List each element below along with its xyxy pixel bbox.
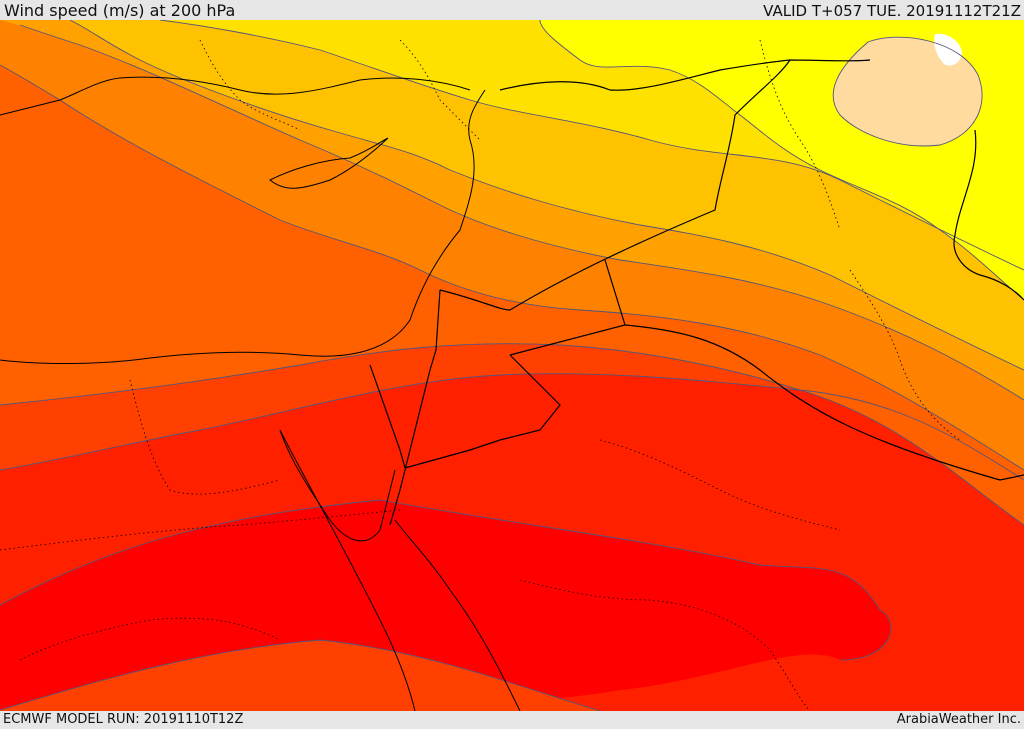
country-borders [369,59,1024,526]
map-title: Wind speed (m/s) at 200 hPa [4,1,236,20]
header-bar: Wind speed (m/s) at 200 hPa VALID T+057 … [0,0,1024,20]
wind-speed-map[interactable] [0,20,1024,711]
coastlines [0,76,521,711]
valid-time: VALID T+057 TUE. 20191112T21Z [763,2,1021,20]
map-canvas [0,20,1024,711]
admin-boundaries [0,39,961,711]
footer-bar: ECMWF MODEL RUN: 20191110T12Z ArabiaWeat… [0,711,1024,729]
model-run: ECMWF MODEL RUN: 20191110T12Z [3,712,244,727]
contour-lines [0,20,1024,711]
white-patch [934,33,962,66]
band-7-south [0,640,600,711]
credit-label: ArabiaWeather Inc. [896,712,1021,727]
